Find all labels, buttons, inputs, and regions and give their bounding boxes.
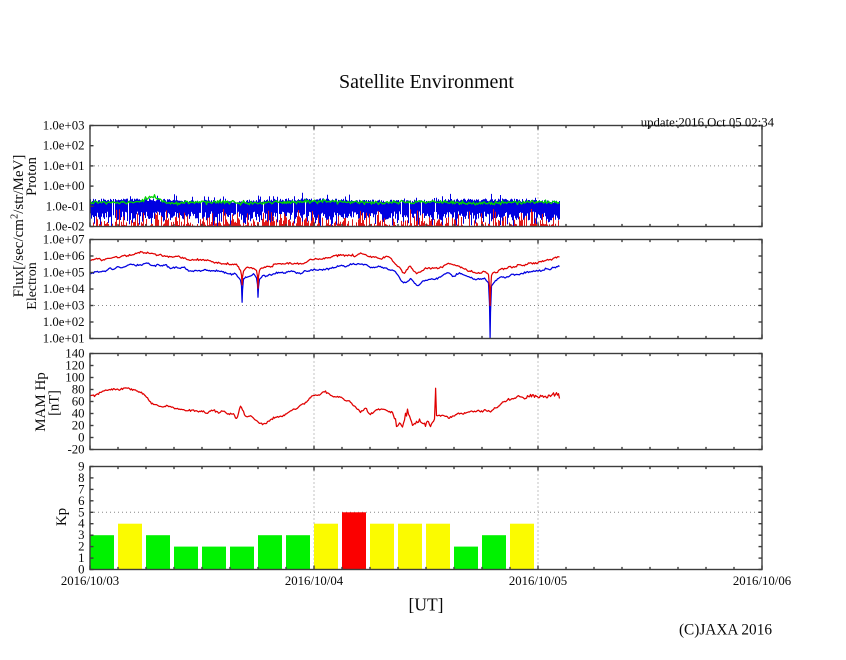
- svg-text:1.0e-02: 1.0e-02: [46, 220, 85, 234]
- svg-text:60: 60: [72, 395, 85, 409]
- svg-text:40: 40: [72, 407, 85, 421]
- svg-text:3: 3: [78, 528, 84, 542]
- svg-text:1.0e+00: 1.0e+00: [43, 179, 85, 193]
- svg-text:1.0e+01: 1.0e+01: [43, 332, 85, 346]
- svg-text:1.0e+06: 1.0e+06: [43, 249, 85, 263]
- svg-text:2016/10/06: 2016/10/06: [733, 574, 792, 588]
- svg-text:2: 2: [78, 540, 84, 554]
- svg-text:0: 0: [78, 431, 84, 445]
- svg-text:(C)JAXA 2016: (C)JAXA 2016: [679, 622, 772, 639]
- svg-text:1.0e+03: 1.0e+03: [43, 299, 85, 313]
- svg-text:Satellite Environment: Satellite Environment: [339, 71, 514, 93]
- svg-text:1.0e+07: 1.0e+07: [43, 233, 85, 247]
- svg-text:1.0e-01: 1.0e-01: [46, 199, 85, 213]
- svg-text:Kp: Kp: [54, 508, 70, 526]
- svg-text:80: 80: [72, 383, 85, 397]
- svg-text:120: 120: [65, 359, 84, 373]
- svg-text:-20: -20: [67, 443, 84, 457]
- svg-text:1.0e+01: 1.0e+01: [43, 159, 85, 173]
- svg-text:1.0e+02: 1.0e+02: [43, 315, 85, 329]
- svg-text:1: 1: [78, 551, 84, 565]
- svg-text:MAM Hp: MAM Hp: [33, 372, 49, 432]
- svg-text:5: 5: [78, 505, 84, 519]
- svg-text:[nT]: [nT]: [47, 390, 63, 416]
- svg-text:9: 9: [78, 460, 84, 474]
- svg-text:6: 6: [78, 494, 85, 508]
- svg-text:0: 0: [78, 563, 84, 577]
- svg-text:Proton: Proton: [24, 156, 40, 195]
- svg-text:7: 7: [78, 482, 85, 496]
- svg-text:2016/10/05: 2016/10/05: [509, 574, 567, 588]
- svg-text:140: 140: [65, 347, 84, 361]
- svg-text:4: 4: [78, 517, 85, 531]
- svg-text:2016/10/04: 2016/10/04: [285, 574, 344, 588]
- svg-text:Electron: Electron: [25, 262, 40, 309]
- svg-text:8: 8: [78, 471, 84, 485]
- svg-text:1.0e+05: 1.0e+05: [43, 266, 85, 280]
- svg-text:1.0e+04: 1.0e+04: [43, 282, 85, 296]
- svg-text:2016/10/03: 2016/10/03: [61, 574, 119, 588]
- svg-text:100: 100: [65, 371, 84, 385]
- svg-text:[UT]: [UT]: [409, 595, 444, 615]
- svg-text:1.0e+03: 1.0e+03: [43, 119, 85, 133]
- svg-text:update:2016 Oct 05 02:34: update:2016 Oct 05 02:34: [641, 115, 775, 129]
- svg-text:20: 20: [72, 419, 85, 433]
- svg-text:1.0e+02: 1.0e+02: [43, 139, 85, 153]
- svg-text:Flux[/sec/cm2/str/MeV]: Flux[/sec/cm2/str/MeV]: [10, 155, 28, 298]
